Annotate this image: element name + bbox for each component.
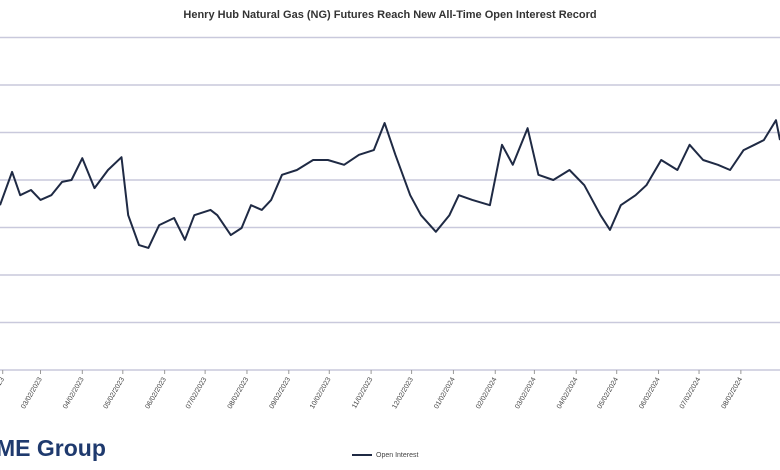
x-tick-label: 06/02/2024 (638, 376, 662, 410)
x-tick-label: 12/02/2023 (391, 376, 415, 410)
logo: ME Group (0, 435, 106, 461)
x-tick-label: 04/02/2024 (556, 376, 580, 410)
x-tick-label: 03/02/2023 (20, 376, 44, 410)
x-tick-label: 01/02/2024 (433, 376, 457, 410)
chart-title: Henry Hub Natural Gas (NG) Futures Reach… (183, 9, 596, 21)
x-tick-label: 02/02/2024 (475, 376, 499, 410)
x-tick-label: 11/02/2023 (351, 376, 374, 409)
x-tick-label: 06/02/2023 (144, 376, 168, 410)
x-tick-label: 03/02/2024 (514, 376, 538, 410)
x-tick-label: 05/02/2024 (596, 376, 620, 410)
x-tick-label: 04/02/2023 (62, 376, 86, 410)
x-tick-label: 07/02/2023 (185, 376, 209, 410)
legend-label: Open Interest (376, 452, 418, 459)
x-tick-label: 09/02/2023 (269, 376, 293, 410)
x-tick-label: 02/02/2023 (0, 376, 6, 410)
x-tick-label: 05/02/2023 (103, 376, 127, 410)
x-tick-label: 08/02/2024 (721, 376, 745, 410)
x-tick-label: 10/02/2023 (309, 376, 333, 410)
x-tick-label: 07/02/2024 (679, 376, 703, 410)
x-tick-label: 08/02/2023 (227, 376, 251, 410)
data-line (0, 119, 780, 249)
